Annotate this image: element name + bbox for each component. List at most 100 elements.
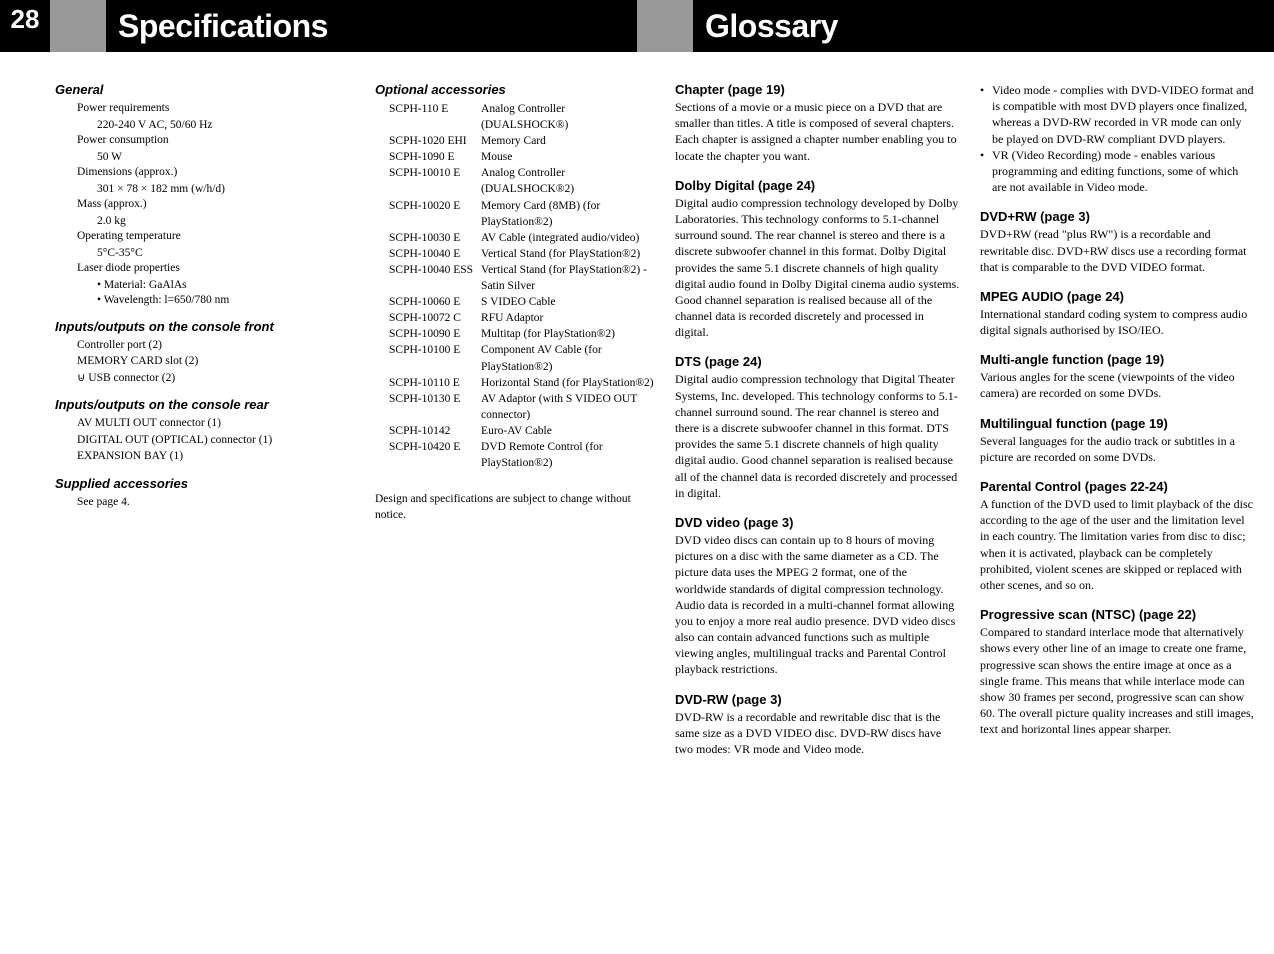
accessory-code: SCPH-10060 E: [389, 294, 481, 310]
right-title: Glossary: [693, 0, 1274, 52]
accessory-row: SCPH-10060 ES VIDEO Cable: [389, 294, 655, 310]
power-con-val: 50 W: [97, 150, 355, 166]
power-con: Power consumption: [77, 133, 355, 149]
accessory-desc: Horizontal Stand (for PlayStation®2): [481, 375, 655, 391]
accessory-row: SCPH-10100 EComponent AV Cable (for Play…: [389, 342, 655, 374]
accessory-row: SCPH-10142Euro-AV Cable: [389, 423, 655, 439]
accessories-column: Optional accessories SCPH-110 EAnalog Co…: [375, 82, 655, 771]
accessory-code: SCPH-10010 E: [389, 165, 481, 197]
general-head: General: [55, 82, 355, 97]
glossary-heading: DVD video (page 3): [675, 515, 960, 530]
laser: Laser diode properties: [77, 261, 355, 277]
io-front-head: Inputs/outputs on the console front: [55, 319, 355, 334]
accessory-code: SCPH-10420 E: [389, 439, 481, 471]
accessory-code: SCPH-10030 E: [389, 230, 481, 246]
glossary-body: Several languages for the audio track or…: [980, 433, 1255, 465]
glossary-body: Compared to standard interlace mode that…: [980, 624, 1255, 737]
glossary-heading: Dolby Digital (page 24): [675, 178, 960, 193]
glossary-bullets: •Video mode - complies with DVD-VIDEO fo…: [980, 82, 1255, 195]
accessory-code: SCPH-110 E: [389, 101, 481, 133]
temp-val: 5°C-35°C: [97, 246, 355, 262]
accessory-row: SCPH-10072 CRFU Adaptor: [389, 310, 655, 326]
glossary-heading: DVD-RW (page 3): [675, 692, 960, 707]
accessories-note: Design and specifications are subject to…: [375, 491, 655, 523]
accessory-desc: Analog Controller (DUALSHOCK®): [481, 101, 655, 133]
temp: Operating temperature: [77, 229, 355, 245]
accessory-desc: AV Adaptor (with S VIDEO OUT connector): [481, 391, 655, 423]
glossary-body: Digital audio compression technology dev…: [675, 195, 960, 341]
dims-val: 301 × 78 × 182 mm (w/h/d): [97, 182, 355, 198]
accessory-row: SCPH-110 EAnalog Controller (DUALSHOCK®): [389, 101, 655, 133]
io-r1: AV MULTI OUT connector (1): [77, 416, 355, 432]
accessory-row: SCPH-10110 EHorizontal Stand (for PlaySt…: [389, 375, 655, 391]
glossary-heading: Multilingual function (page 19): [980, 416, 1255, 431]
accessories-table: SCPH-110 EAnalog Controller (DUALSHOCK®)…: [389, 101, 655, 471]
accessory-row: SCPH-10010 EAnalog Controller (DUALSHOCK…: [389, 165, 655, 197]
glossary-body: International standard coding system to …: [980, 306, 1255, 338]
power-req-val: 220-240 V AC, 50/60 Hz: [97, 118, 355, 134]
supplied-val: See page 4.: [77, 495, 355, 511]
mass: Mass (approx.): [77, 197, 355, 213]
io-f1: Controller port (2): [77, 338, 355, 354]
accessory-code: SCPH-10100 E: [389, 342, 481, 374]
glossary-heading: MPEG AUDIO (page 24): [980, 289, 1255, 304]
io-f2: MEMORY CARD slot (2): [77, 354, 355, 370]
accessory-desc: Multitap (for PlayStation®2): [481, 326, 655, 342]
bullet-text: Video mode - complies with DVD-VIDEO for…: [992, 82, 1255, 147]
accessory-desc: Analog Controller (DUALSHOCK®2): [481, 165, 655, 197]
glossary-bullet: •VR (Video Recording) mode - enables var…: [980, 147, 1255, 196]
glossary-right-column: •Video mode - complies with DVD-VIDEO fo…: [980, 82, 1255, 771]
io-f3: ⊍ USB connector (2): [77, 371, 355, 387]
supplied-head: Supplied accessories: [55, 476, 355, 491]
accessory-desc: DVD Remote Control (for PlayStation®2): [481, 439, 655, 471]
glossary-heading: Parental Control (pages 22-24): [980, 479, 1255, 494]
accessory-desc: Vertical Stand (for PlayStation®2): [481, 246, 655, 262]
accessory-desc: Euro-AV Cable: [481, 423, 655, 439]
accessory-code: SCPH-10072 C: [389, 310, 481, 326]
accessory-row: SCPH-1090 EMouse: [389, 149, 655, 165]
accessory-row: SCPH-10090 EMultitap (for PlayStation®2): [389, 326, 655, 342]
accessory-desc: Memory Card (8MB) (for PlayStation®2): [481, 198, 655, 230]
accessory-desc: AV Cable (integrated audio/video): [481, 230, 655, 246]
glossary-body: DVD+RW (read "plus RW") is a recordable …: [980, 226, 1255, 275]
accessory-row: SCPH-10040 EVertical Stand (for PlayStat…: [389, 246, 655, 262]
grey-accent-left: [50, 0, 106, 52]
accessory-desc: Memory Card: [481, 133, 655, 149]
specs-column: General Power requirements 220-240 V AC,…: [55, 82, 355, 771]
glossary-right-entries: DVD+RW (page 3) DVD+RW (read "plus RW") i…: [980, 209, 1255, 737]
accessory-row: SCPH-10420 EDVD Remote Control (for Play…: [389, 439, 655, 471]
bullet-icon: •: [980, 147, 992, 196]
accessory-code: SCPH-1020 EHI: [389, 133, 481, 149]
io-r3: EXPANSION BAY (1): [77, 449, 355, 465]
grey-accent-right: [637, 0, 693, 52]
laser-b2: • Wavelength: l=650/780 nm: [97, 293, 355, 309]
accessory-row: SCPH-10040 ESSVertical Stand (for PlaySt…: [389, 262, 655, 294]
accessory-code: SCPH-10110 E: [389, 375, 481, 391]
bullet-icon: •: [980, 82, 992, 147]
right-header: Glossary: [637, 0, 1274, 52]
glossary-heading: DTS (page 24): [675, 354, 960, 369]
dims: Dimensions (approx.): [77, 165, 355, 181]
glossary-body: Digital audio compression technology tha…: [675, 371, 960, 501]
power-req: Power requirements: [77, 101, 355, 117]
glossary-bullet: •Video mode - complies with DVD-VIDEO fo…: [980, 82, 1255, 147]
accessory-code: SCPH-10090 E: [389, 326, 481, 342]
accessory-code: SCPH-10130 E: [389, 391, 481, 423]
accessory-desc: S VIDEO Cable: [481, 294, 655, 310]
glossary-heading: Chapter (page 19): [675, 82, 960, 97]
accessory-code: SCPH-1090 E: [389, 149, 481, 165]
accessory-row: SCPH-10030 EAV Cable (integrated audio/v…: [389, 230, 655, 246]
accessory-code: SCPH-10020 E: [389, 198, 481, 230]
glossary-body: A function of the DVD used to limit play…: [980, 496, 1255, 593]
glossary-heading: DVD+RW (page 3): [980, 209, 1255, 224]
accessory-code: SCPH-10142: [389, 423, 481, 439]
glossary-heading: Progressive scan (NTSC) (page 22): [980, 607, 1255, 622]
accessory-desc: Vertical Stand (for PlayStation®2) - Sat…: [481, 262, 655, 294]
glossary-body: DVD-RW is a recordable and rewritable di…: [675, 709, 960, 758]
accessory-code: SCPH-10040 ESS: [389, 262, 481, 294]
page-number: 28: [0, 0, 50, 52]
accessory-row: SCPH-10130 EAV Adaptor (with S VIDEO OUT…: [389, 391, 655, 423]
glossary-body: DVD video discs can contain up to 8 hour…: [675, 532, 960, 678]
glossary-heading: Multi-angle function (page 19): [980, 352, 1255, 367]
accessory-desc: Mouse: [481, 149, 655, 165]
